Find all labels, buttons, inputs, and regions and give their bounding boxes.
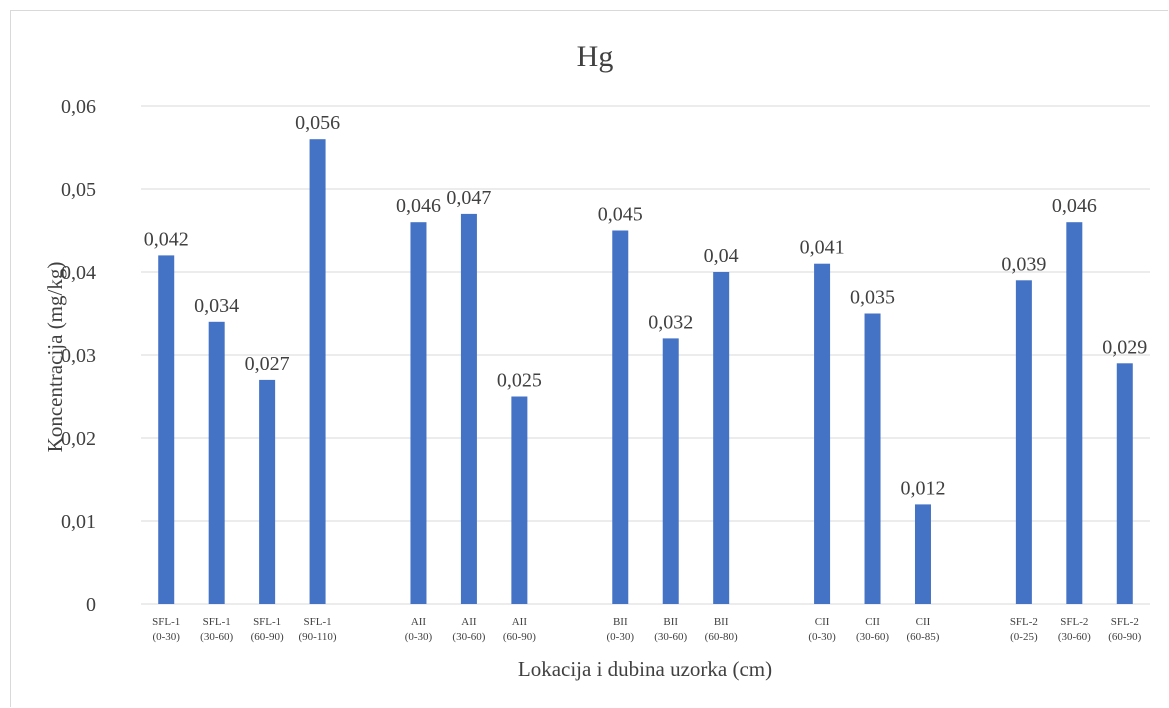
- x-tick-label: AII: [512, 616, 528, 628]
- data-label: 0,012: [900, 477, 945, 499]
- data-label: 0,056: [295, 112, 340, 134]
- data-label: 0,032: [648, 311, 693, 333]
- x-tick-label: SFL-1: [304, 616, 332, 628]
- data-label: 0,027: [245, 353, 290, 375]
- x-tick-label: SFL-2: [1060, 616, 1088, 628]
- x-axis-title: Lokacija i dubina uzorka (cm): [518, 657, 772, 681]
- data-label: 0,04: [704, 245, 739, 267]
- x-tick-label: SFL-1: [152, 616, 180, 628]
- x-tick-sublabel: (30-60): [856, 631, 889, 643]
- bar: [309, 139, 326, 604]
- bar: [713, 272, 730, 604]
- x-tick-sublabel: (0-30): [607, 631, 635, 643]
- data-label: 0,042: [144, 228, 189, 250]
- y-tick-label: 0,03: [61, 345, 96, 367]
- x-tick-label: AII: [411, 616, 427, 628]
- x-tick-label: BII: [714, 616, 729, 628]
- bar: [1066, 222, 1083, 604]
- x-tick-sublabel: (60-80): [705, 631, 738, 643]
- x-axis-ticks: SFL-1 (0-30) SFL-1 (30-60) SFL-1 (60-90) SFL-1…: [152, 616, 1141, 643]
- data-label: 0,034: [194, 295, 239, 317]
- y-tick-label: 0: [86, 594, 96, 616]
- chart-frame: [10, 10, 1168, 707]
- gridlines: [141, 105, 1150, 605]
- bar: [864, 313, 881, 604]
- bar: [1015, 280, 1032, 604]
- data-label: 0,047: [446, 187, 491, 209]
- bar: [612, 230, 629, 604]
- y-tick-label: 0,02: [61, 428, 96, 450]
- x-tick-sublabel: (60-90): [503, 631, 536, 643]
- bar: [511, 396, 528, 604]
- y-tick-label: 0,05: [61, 179, 96, 201]
- x-tick-sublabel: (30-60): [654, 631, 687, 643]
- bar: [914, 504, 931, 604]
- x-tick-sublabel: (30-60): [200, 631, 233, 643]
- y-tick-label: 0,01: [61, 511, 96, 533]
- data-label: 0,025: [497, 370, 542, 392]
- bar: [662, 338, 679, 604]
- bars: [158, 139, 1133, 604]
- x-tick-sublabel: (30-60): [452, 631, 485, 643]
- x-tick-sublabel: (0-30): [152, 631, 180, 643]
- x-tick-label: BII: [663, 616, 678, 628]
- bar: [208, 321, 225, 604]
- bar: [814, 263, 831, 604]
- x-tick-label: SFL-1: [203, 616, 231, 628]
- x-tick-sublabel: (0-30): [808, 631, 836, 643]
- data-label: 0,045: [598, 204, 643, 226]
- bar: [259, 379, 276, 604]
- data-label: 0,035: [850, 287, 895, 309]
- y-tick-label: 0,04: [61, 262, 96, 284]
- x-tick-sublabel: (60-90): [251, 631, 284, 643]
- data-label: 0,046: [396, 195, 441, 217]
- x-tick-sublabel: (30-60): [1058, 631, 1091, 643]
- x-tick-label: SFL-1: [253, 616, 281, 628]
- x-tick-label: AII: [461, 616, 477, 628]
- data-label: 0,029: [1102, 336, 1147, 358]
- x-tick-sublabel: (0-30): [405, 631, 433, 643]
- y-tick-label: 0,06: [61, 96, 96, 118]
- y-axis-title: Koncentracija (mg/kg): [43, 262, 67, 453]
- x-tick-sublabel: (60-90): [1108, 631, 1141, 643]
- x-tick-label: BII: [613, 616, 628, 628]
- y-axis-ticks: 0 0,01 0,02 0,03 0,04 0,05 0,06: [61, 96, 96, 616]
- x-tick-sublabel: (0-25): [1010, 631, 1038, 643]
- data-label: 0,041: [800, 237, 845, 259]
- chart-title: Hg: [577, 40, 614, 73]
- bar: [410, 222, 427, 604]
- x-tick-label: SFL-2: [1111, 616, 1139, 628]
- bar: [1116, 363, 1133, 604]
- bar: [460, 213, 477, 604]
- data-label: 0,046: [1052, 195, 1097, 217]
- x-tick-label: CII: [815, 616, 830, 628]
- x-tick-sublabel: (60-85): [906, 631, 939, 643]
- x-tick-label: CII: [865, 616, 880, 628]
- x-tick-sublabel: (90-110): [299, 631, 337, 643]
- x-tick-label: CII: [916, 616, 931, 628]
- x-tick-label: SFL-2: [1010, 616, 1038, 628]
- bar: [158, 255, 175, 604]
- data-label: 0,039: [1001, 253, 1046, 275]
